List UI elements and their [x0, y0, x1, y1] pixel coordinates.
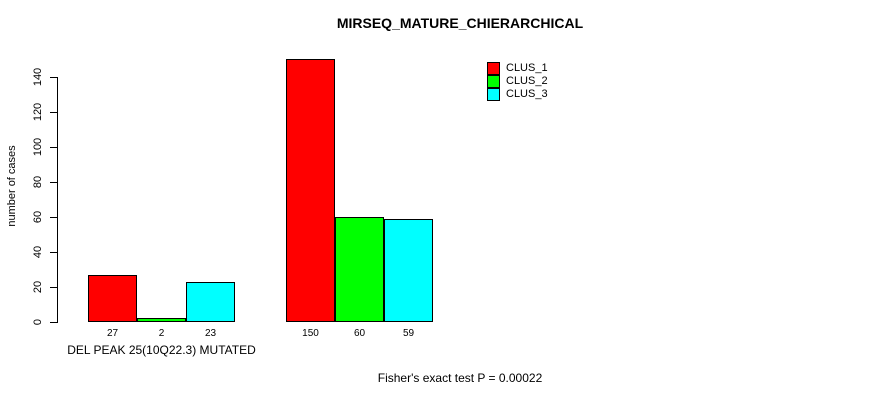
y-tick-label: 20 [32, 280, 44, 294]
y-tick-mark [50, 182, 57, 183]
y-tick-mark [50, 77, 57, 78]
bar-clus_1-group2 [286, 59, 335, 322]
legend-label: CLUS_2 [506, 75, 548, 87]
y-tick-mark [50, 217, 57, 218]
bar-value-label: 60 [353, 328, 366, 339]
legend-row: CLUS_3 [487, 88, 548, 101]
bar-value-label: 23 [204, 328, 217, 339]
bar-value-label: 2 [158, 328, 165, 339]
legend-swatch-icon [487, 88, 500, 101]
y-tick-label: 60 [32, 210, 44, 224]
bar-clus_3-group1 [186, 282, 235, 322]
legend-label: CLUS_1 [506, 62, 548, 74]
y-tick-mark [50, 287, 57, 288]
y-tick-label: 140 [32, 67, 44, 87]
y-axis-line [57, 77, 58, 323]
y-tick-label: 0 [32, 318, 44, 326]
y-tick-mark [50, 147, 57, 148]
bar-value-label: 27 [106, 328, 119, 339]
bar-clus_1-group1 [88, 275, 137, 322]
y-tick-mark [50, 252, 57, 253]
bar-clus_2-group2 [335, 217, 384, 322]
bar-clus_3-group2 [384, 219, 433, 322]
legend-swatch-icon [487, 62, 500, 75]
y-tick-mark [50, 322, 57, 323]
legend-row: CLUS_2 [487, 75, 548, 88]
bar-clus_2-group1 [137, 318, 186, 322]
legend-swatch-icon [487, 75, 500, 88]
y-tick-label: 120 [32, 102, 44, 122]
chart-footer: Fisher's exact test P = 0.00022 [377, 371, 543, 385]
y-tick-mark [50, 112, 57, 113]
y-tick-label: 100 [32, 137, 44, 157]
bar-value-label: 150 [302, 328, 319, 339]
y-tick-label: 80 [32, 175, 44, 189]
legend: CLUS_1 CLUS_2 CLUS_3 [487, 62, 548, 101]
legend-label: CLUS_3 [506, 88, 548, 100]
chart-title: MIRSEQ_MATURE_CHIERARCHICAL [336, 15, 584, 31]
y-tick-label: 40 [32, 245, 44, 259]
x-category-label: DEL PEAK 25(10Q22.3) MUTATED [67, 343, 256, 357]
legend-row: CLUS_1 [487, 62, 548, 75]
y-axis-label: number of cases [6, 145, 18, 227]
bar-value-label: 59 [402, 328, 415, 339]
